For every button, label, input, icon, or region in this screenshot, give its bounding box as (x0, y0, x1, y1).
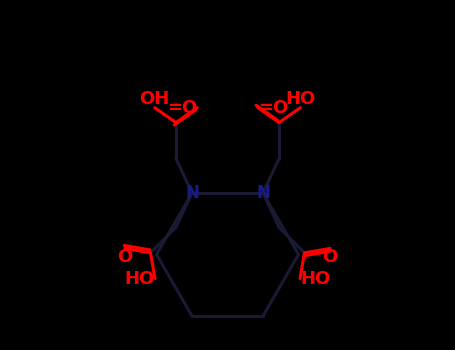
Text: OH: OH (140, 90, 170, 108)
Text: N: N (256, 184, 270, 202)
Text: N: N (185, 184, 199, 202)
Text: O: O (117, 248, 132, 266)
Text: HO: HO (285, 90, 315, 108)
Text: HO: HO (125, 270, 155, 287)
Text: HO: HO (300, 270, 330, 287)
Text: =O: =O (258, 99, 288, 117)
Text: =O: =O (167, 99, 197, 117)
Text: O: O (323, 248, 338, 266)
